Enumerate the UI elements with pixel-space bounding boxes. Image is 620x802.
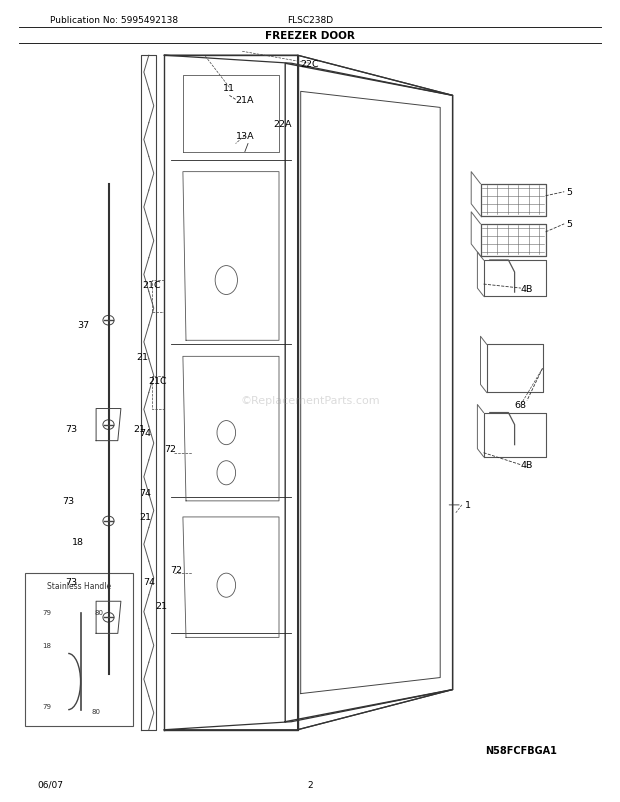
Text: 21C: 21C [143,280,161,290]
Text: 37: 37 [78,320,90,330]
Text: 21: 21 [133,424,146,434]
Text: 74: 74 [143,577,155,586]
Text: 4B: 4B [520,460,533,470]
Text: 18: 18 [42,642,51,649]
Text: 68: 68 [515,400,527,410]
Text: 72: 72 [170,565,183,574]
Text: 2: 2 [307,780,313,789]
Text: 22C: 22C [301,59,319,69]
Text: 21: 21 [155,601,167,610]
Text: 80: 80 [92,708,100,715]
Text: 74: 74 [140,488,152,498]
Text: ©ReplacementParts.com: ©ReplacementParts.com [240,396,380,406]
Text: 80: 80 [95,609,104,615]
Text: 5: 5 [566,220,572,229]
Text: 74: 74 [140,428,152,438]
Text: 21: 21 [136,352,149,362]
Text: 13A: 13A [236,132,254,141]
Text: 79: 79 [42,609,51,615]
Text: 72: 72 [164,444,177,454]
Text: FLSC238D: FLSC238D [287,15,333,25]
Text: 06/07: 06/07 [37,780,63,789]
Text: FREEZER DOOR: FREEZER DOOR [265,31,355,41]
Text: 18: 18 [71,537,84,546]
Text: 73: 73 [65,424,78,434]
Text: 21A: 21A [236,95,254,105]
Text: 73: 73 [65,577,78,586]
Text: 22A: 22A [273,119,291,129]
Text: 4B: 4B [520,284,533,294]
Text: Stainless Handle: Stainless Handle [47,581,111,590]
Text: 1: 1 [465,500,471,510]
Text: N58FCFBGA1: N58FCFBGA1 [485,745,557,755]
Bar [25,573,133,726]
Text: 5: 5 [566,188,572,197]
Text: Publication No: 5995492138: Publication No: 5995492138 [50,15,178,25]
Text: 21C: 21C [149,376,167,386]
Text: 79: 79 [42,703,51,709]
Text: 11: 11 [223,83,236,93]
Text: 73: 73 [62,496,74,506]
Text: 21: 21 [140,512,152,522]
